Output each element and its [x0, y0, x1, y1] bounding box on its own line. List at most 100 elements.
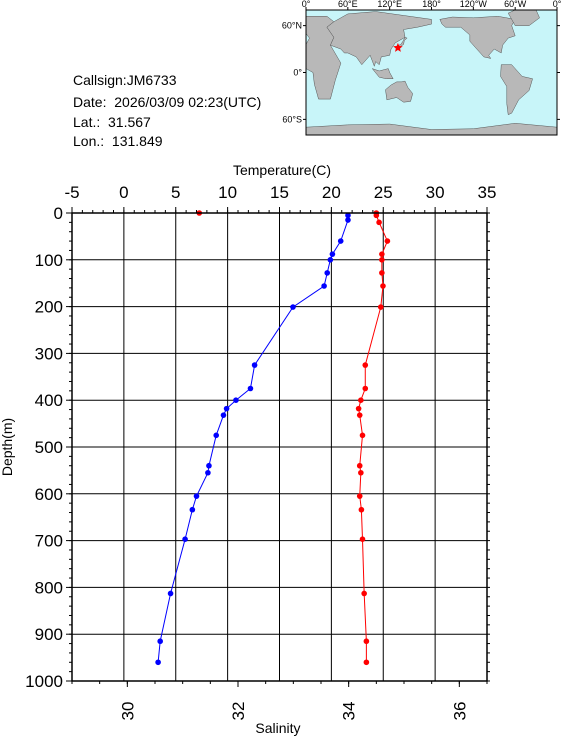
land-south-america	[500, 64, 533, 116]
data-point-salinity	[384, 238, 391, 244]
salinity-axis-title: Salinity	[255, 720, 300, 736]
salinity-tick-label: 34	[340, 702, 359, 721]
map-lon-label: 120°W	[460, 0, 488, 9]
data-point-salinity	[362, 362, 369, 368]
data-point-salinity	[380, 283, 386, 289]
depth-tick-label: 600	[35, 485, 63, 504]
data-point-salinity	[363, 659, 370, 666]
map-lon-label: 60°E	[338, 0, 358, 9]
temperature-tick-label: -5	[64, 183, 79, 202]
data-point-temperature	[337, 238, 344, 244]
data-point-salinity	[363, 638, 370, 645]
depth-tick-label: 500	[35, 438, 63, 457]
data-point-salinity	[379, 270, 385, 276]
data-point-salinity	[358, 469, 364, 476]
data-point-temperature	[345, 217, 351, 223]
map-lon-label: 0°	[553, 0, 562, 9]
land-indonesia	[371, 68, 394, 79]
salinity-tick-label: 30	[118, 702, 137, 721]
data-point-temperature	[167, 590, 174, 597]
data-point-salinity	[356, 462, 363, 469]
map-lon-label: 180°	[422, 0, 441, 9]
data-point-salinity	[359, 432, 366, 439]
depth-tick-label: 700	[35, 532, 63, 551]
depth-tick-label: 300	[35, 344, 63, 363]
depth-axis-title: Depth(m)	[0, 418, 15, 476]
data-point-temperature	[251, 362, 258, 368]
map-lon-label: 0°	[302, 0, 311, 9]
data-point-salinity	[379, 257, 385, 263]
depth-tick-label: 1000	[25, 672, 63, 691]
temperature-tick-label: 0	[119, 183, 128, 202]
data-point-salinity	[361, 590, 367, 597]
station-star-icon	[393, 42, 403, 52]
data-point-salinity	[376, 219, 382, 226]
land-north-america	[439, 15, 516, 59]
data-point-temperature	[233, 397, 239, 404]
data-point-temperature	[247, 385, 254, 392]
data-point-temperature	[182, 536, 188, 542]
depth-tick-label: 900	[35, 625, 63, 644]
temperature-tick-label: 30	[426, 183, 445, 202]
map-lon-label: 120°E	[377, 0, 402, 9]
series-line-salinity	[199, 212, 388, 663]
data-point-temperature	[324, 270, 331, 276]
depth-tick-label: 200	[35, 298, 63, 317]
world-map: 0° 60°E 120°E 180° 120°W 60°W 0° 60°N 0° 60°S	[282, 0, 562, 136]
data-point-temperature	[206, 462, 212, 469]
data-point-temperature	[155, 659, 161, 666]
data-point-salinity	[355, 405, 362, 412]
data-point-salinity	[358, 506, 365, 513]
data-point-temperature	[205, 469, 211, 476]
series-line-temperature	[157, 215, 349, 663]
map-lat-label: 60°S	[282, 114, 302, 124]
data-point-salinity	[362, 385, 369, 392]
data-point-temperature	[220, 412, 227, 418]
chart-series	[155, 210, 391, 666]
data-point-temperature	[193, 493, 200, 499]
data-point-temperature	[157, 638, 163, 645]
map-lon-label: 60°W	[504, 0, 527, 9]
plot-frame	[71, 212, 488, 682]
chart-axes: -5 0 5 10 15 20 25 30 35010020030040050060070080…	[25, 183, 496, 720]
date-label: Date: 2026/03/09 02:23(UTC)	[73, 94, 262, 110]
salinity-tick-label: 32	[229, 702, 248, 721]
data-point-temperature	[321, 283, 327, 289]
temperature-tick-label: 20	[322, 183, 341, 202]
land-asia	[326, 11, 432, 68]
depth-tick-label: 100	[35, 251, 63, 270]
temperature-tick-label: 25	[374, 183, 393, 202]
salinity-tick-label: 36	[450, 702, 469, 721]
data-point-temperature	[223, 405, 230, 412]
depth-tick-label: 400	[35, 391, 63, 410]
depth-tick-label: 0	[54, 204, 63, 223]
longitude-label: Lon.: 131.849	[73, 133, 163, 149]
callsign-label: Callsign:JM6733	[73, 72, 177, 88]
data-point-temperature	[189, 506, 196, 513]
temperature-tick-label: 10	[218, 183, 237, 202]
depth-tick-label: 800	[35, 578, 63, 597]
chart-grid	[72, 213, 487, 681]
data-point-salinity	[373, 212, 380, 219]
data-point-salinity	[379, 251, 385, 257]
land-australia	[385, 80, 413, 103]
land-japan	[396, 37, 408, 49]
data-point-salinity	[356, 412, 363, 418]
temperature-tick-label: 15	[270, 183, 289, 202]
temperature-tick-label: 5	[171, 183, 180, 202]
data-point-salinity	[377, 304, 384, 310]
temperature-axis-title: Temperature(C)	[233, 162, 331, 178]
data-point-temperature	[213, 432, 220, 439]
data-point-temperature	[329, 251, 336, 257]
map-lat-label: 0°	[293, 68, 302, 78]
data-point-temperature	[327, 257, 334, 263]
data-point-salinity	[358, 397, 364, 404]
data-point-salinity	[356, 493, 363, 499]
latitude-label: Lat.: 31.567	[73, 114, 151, 130]
data-point-salinity	[359, 536, 366, 542]
temperature-tick-label: 35	[478, 183, 497, 202]
data-point-temperature	[290, 304, 296, 310]
data-point-temperature	[345, 212, 351, 219]
map-lat-label: 60°N	[282, 21, 302, 31]
